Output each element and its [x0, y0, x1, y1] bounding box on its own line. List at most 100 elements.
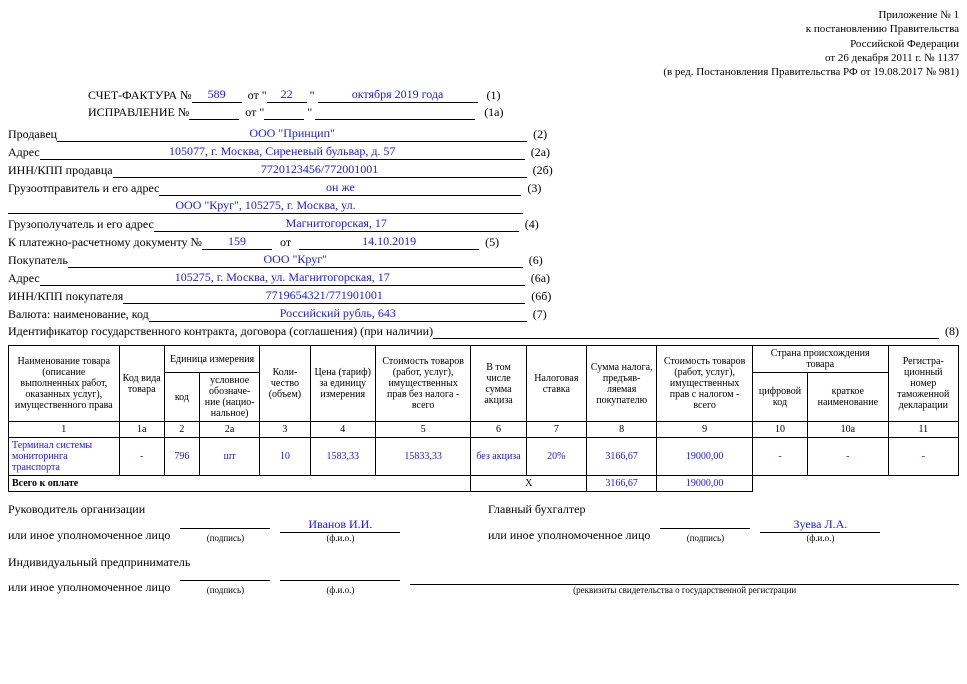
- item-decl: -: [888, 438, 958, 476]
- total-row: Всего к оплате X 3166,67 19000,00: [9, 476, 959, 492]
- num-5: 5: [375, 422, 471, 438]
- contract-label: Идентификатор государственного контракта…: [8, 324, 433, 339]
- col-unit-group: Единица измерения: [164, 346, 259, 373]
- seller-inn: 7720123456/772001001: [113, 162, 527, 178]
- marker-3: (3): [527, 181, 541, 196]
- col-price: Цена (тариф) за единицу измерения: [310, 346, 375, 422]
- invoice-fields: ПродавецООО "Принцип"(2) Адрес105077, г.…: [8, 126, 959, 339]
- signatures: Руководитель организации или иное уполно…: [8, 502, 959, 595]
- correction-month: [315, 119, 475, 120]
- num-2a: 2а: [199, 422, 259, 438]
- paydoc-no: 159: [202, 234, 272, 250]
- item-sum: 15833,33: [375, 438, 471, 476]
- sub-sign: (подпись): [660, 533, 750, 543]
- buyer-value: ООО "Круг": [68, 252, 523, 268]
- marker-2b: (2б): [533, 163, 553, 178]
- correction-label: ИСПРАВЛЕНИЕ №: [88, 105, 189, 120]
- correction-number: [189, 119, 239, 120]
- col-country-code: цифровой код: [752, 373, 807, 422]
- num-10: 10: [752, 422, 807, 438]
- num-2: 2: [164, 422, 199, 438]
- invoice-day: 22: [267, 87, 307, 103]
- currency-label: Валюта: наименование, код: [8, 307, 149, 322]
- col-total: Стоимость товаров (работ, услуг), имущес…: [657, 346, 753, 422]
- invoice-month-year: октября 2019 года: [318, 87, 478, 103]
- reg-line: Российской Федерации: [8, 37, 959, 51]
- consignee-label: Грузополучатель и его адрес: [8, 217, 154, 232]
- col-excise: В том числе сумма акциза: [471, 346, 526, 422]
- sub-req: (реквизиты свидетельства о государственн…: [410, 585, 959, 595]
- head-label-2: или иное уполномоченное лицо: [8, 528, 170, 543]
- sub-sign: (подпись): [180, 585, 270, 595]
- currency-value: Российский рубль, 643: [149, 306, 527, 322]
- total-tax: 3166,67: [586, 476, 656, 492]
- reg-line: (в ред. Постановления Правительства РФ о…: [8, 65, 959, 79]
- marker-6a: (6а): [531, 271, 550, 286]
- col-country-group: Страна происхождения товара: [752, 346, 888, 373]
- buyer-label: Покупатель: [8, 253, 68, 268]
- num-11: 11: [888, 422, 958, 438]
- item-cname: -: [808, 438, 888, 476]
- address-label: Адрес: [8, 145, 40, 160]
- num-9: 9: [657, 422, 753, 438]
- ip-label-2: или иное уполномоченное лицо: [8, 580, 170, 595]
- marker-5: (5): [485, 235, 499, 250]
- sub-fio: (ф.и.о.): [280, 585, 400, 595]
- total-sum: 19000,00: [657, 476, 753, 492]
- col-country-name: краткое наименование: [808, 373, 888, 422]
- buyer-inn: 7719654321/771901001: [123, 288, 525, 304]
- consignee-line1: ООО "Круг", 105275, г. Москва, ул.: [8, 198, 523, 214]
- col-qty: Коли-чество (объем): [260, 346, 310, 422]
- col-unit-name: условное обозначе-ние (нацио-нальное): [199, 373, 259, 422]
- reg-line: Приложение № 1: [8, 8, 959, 22]
- item-ccode: -: [752, 438, 807, 476]
- invoice-label: СЧЕТ-ФАКТУРА №: [88, 88, 192, 103]
- buyer-inn-label: ИНН/КПП покупателя: [8, 289, 123, 304]
- seller-address: 105077, г. Москва, Сиреневый бульвар, д.…: [40, 144, 525, 160]
- acc-label-2: или иное уполномоченное лицо: [488, 528, 650, 543]
- num-6: 6: [471, 422, 526, 438]
- col-sum: Стоимость товаров (работ, услуг), имущес…: [375, 346, 471, 422]
- correction-day: [264, 119, 304, 120]
- item-rate: 20%: [526, 438, 586, 476]
- head-name: Иванов И.И.: [280, 517, 400, 533]
- head-sign: [180, 528, 270, 529]
- ip-name: [280, 580, 400, 581]
- seller-inn-label: ИНН/КПП продавца: [8, 163, 113, 178]
- buyer-address: 105275, г. Москва, ул. Магнитогорская, 1…: [40, 270, 525, 286]
- num-3: 3: [260, 422, 310, 438]
- contract-value: [433, 338, 939, 339]
- num-4: 4: [310, 422, 375, 438]
- ip-label-1: Индивидуальный предприниматель: [8, 555, 959, 570]
- total-x: X: [471, 476, 587, 492]
- col-unit-code: код: [164, 373, 199, 422]
- acc-sign: [660, 528, 750, 529]
- marker-6: (6): [529, 253, 543, 268]
- item-total: 19000,00: [657, 438, 753, 476]
- buyer-address-label: Адрес: [8, 271, 40, 286]
- paydoc-label: К платежно-расчетному документу №: [8, 235, 202, 250]
- reg-line: к постановлению Правительства: [8, 22, 959, 36]
- marker-1a: (1а): [484, 105, 503, 120]
- item-tax: 3166,67: [586, 438, 656, 476]
- item-unit: шт: [199, 438, 259, 476]
- reg-line: от 26 декабря 2011 г. № 1137: [8, 51, 959, 65]
- acc-name: Зуева Л.А.: [760, 517, 880, 533]
- col-rate: Налоговая ставка: [526, 346, 586, 422]
- col-decl: Регистра-ционный номер таможенной деклар…: [888, 346, 958, 422]
- marker-6b: (6б): [531, 289, 551, 304]
- num-1a: 1а: [119, 422, 164, 438]
- marker-2: (2): [533, 127, 547, 142]
- table-row: Терминал системы мониторинга транспорта …: [9, 438, 959, 476]
- acc-label-1: Главный бухгалтер: [488, 502, 959, 517]
- num-10a: 10а: [808, 422, 888, 438]
- from-label: от: [245, 105, 256, 120]
- item-price: 1583,33: [310, 438, 375, 476]
- shipper-value: он же: [159, 180, 521, 196]
- table-head: Наименование товара (описание выполненны…: [9, 346, 959, 438]
- col-tax: Сумма налога, предъяв-ляемая покупателю: [586, 346, 656, 422]
- sub-sign: (подпись): [180, 533, 270, 543]
- item-qty: 10: [260, 438, 310, 476]
- total-label: Всего к оплате: [9, 476, 471, 492]
- sub-fio: (ф.и.о.): [760, 533, 880, 543]
